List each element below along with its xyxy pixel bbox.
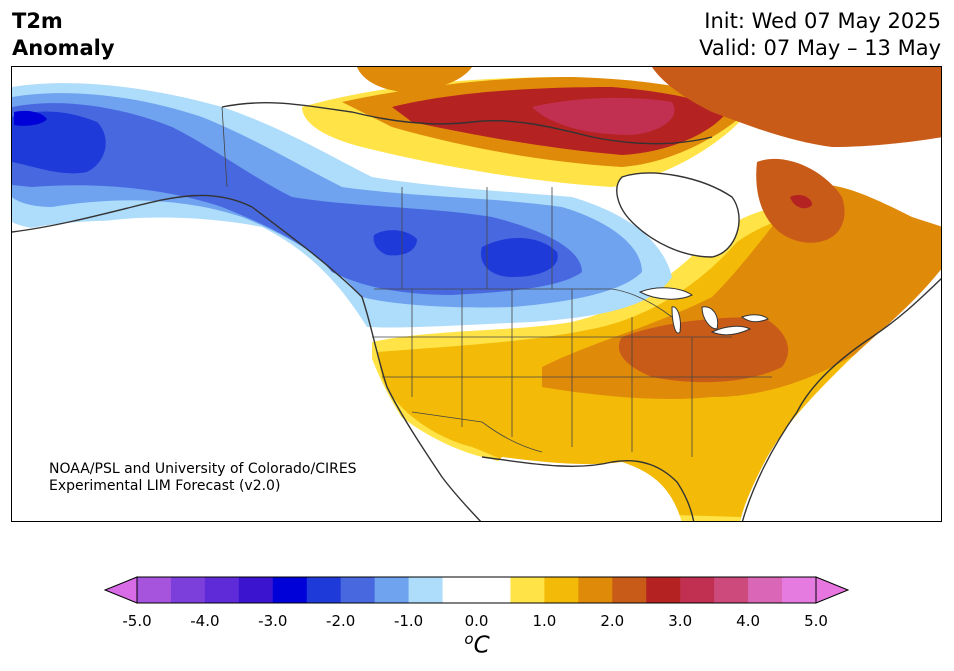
map-svg bbox=[12, 67, 941, 521]
anomaly-map bbox=[11, 66, 942, 522]
cold-anomaly-deep-blue bbox=[14, 110, 47, 126]
colorbar-segment bbox=[782, 577, 817, 603]
warm-anomaly-nw-orange bbox=[357, 67, 472, 92]
colorbar-tick-label: 5.0 bbox=[804, 612, 828, 630]
colorbar-segment bbox=[476, 577, 511, 603]
colorbar-tick-label: -5.0 bbox=[122, 612, 152, 630]
us-canada-border bbox=[374, 288, 673, 318]
colorbar-segment bbox=[170, 577, 206, 603]
lake-erie bbox=[710, 325, 752, 336]
colorbar-tick-label: 3.0 bbox=[668, 612, 693, 630]
colorbar-segment bbox=[646, 577, 681, 603]
colorbar-segment bbox=[714, 577, 749, 603]
lake-superior bbox=[638, 287, 693, 300]
credit-line-2: Experimental LIM Forecast (v2.0) bbox=[49, 478, 281, 494]
lake-ontario bbox=[740, 314, 769, 323]
colorbar-segment bbox=[238, 577, 274, 603]
colorbar-segment bbox=[340, 577, 376, 603]
cold-anomaly-blue-alaska bbox=[12, 111, 106, 174]
credit-line-1: NOAA/PSL and University of Colorado/CIRE… bbox=[49, 461, 357, 477]
unit-letter: C bbox=[473, 632, 490, 659]
warm-anomaly-greenland-orange bbox=[652, 67, 941, 147]
political-borders bbox=[221, 106, 772, 457]
coastline-arctic bbox=[221, 102, 713, 145]
colorbar-segment bbox=[510, 577, 545, 603]
colorbar-tick-label: -3.0 bbox=[258, 612, 288, 630]
coastline-west bbox=[12, 194, 482, 521]
coastline-hudson bbox=[616, 172, 740, 258]
data-credit: NOAA/PSL and University of Colorado/CIRE… bbox=[49, 461, 357, 495]
colorbar-border bbox=[136, 576, 817, 604]
colorbar bbox=[103, 576, 850, 604]
great-lakes bbox=[638, 287, 769, 336]
degree-symbol: o bbox=[464, 630, 474, 648]
hudson-bay bbox=[616, 173, 740, 257]
coastlines bbox=[12, 102, 941, 521]
colorbar-under-arrow bbox=[103, 576, 138, 604]
colorbar-tick-label: -4.0 bbox=[190, 612, 220, 630]
warm-anomaly-arctic-pink bbox=[532, 97, 675, 135]
colorbar-segment bbox=[442, 577, 477, 603]
unit-label: oC bbox=[464, 630, 489, 659]
atlantic-ocean bbox=[740, 269, 941, 521]
coastline-gulf bbox=[481, 456, 695, 521]
colorbar-segment bbox=[612, 577, 647, 603]
cold-anomaly-mid-blue bbox=[12, 103, 582, 295]
colorbar-tick-label: -1.0 bbox=[393, 612, 424, 630]
colorbar-segment bbox=[578, 577, 613, 603]
valid-range: Valid: 07 May – 13 May bbox=[699, 36, 941, 60]
colorbar-segment bbox=[306, 577, 342, 603]
colorbar-segment bbox=[544, 577, 579, 603]
colorbar-segment bbox=[680, 577, 715, 603]
colorbar-tick-label: 0.0 bbox=[464, 612, 489, 630]
alaska-border bbox=[221, 106, 228, 188]
forecast-dates: Init: Wed 07 May 2025 Valid: 07 May – 13… bbox=[699, 8, 941, 62]
title-line-2: Anomaly bbox=[12, 36, 115, 60]
colorbar-tick-label: 4.0 bbox=[736, 612, 761, 630]
warm-anomaly-dark-red-ne bbox=[790, 194, 812, 209]
coastline-east bbox=[741, 277, 941, 521]
us-mexico-border bbox=[411, 411, 543, 453]
colorbar-segment bbox=[748, 577, 783, 603]
map-title: T2m Anomaly bbox=[12, 8, 115, 62]
lake-huron bbox=[701, 306, 719, 330]
gulf-of-mexico bbox=[486, 457, 682, 521]
colorbar-tick-label: 2.0 bbox=[600, 612, 625, 630]
colorbar-segment bbox=[374, 577, 410, 603]
cold-anomaly-blue-rockies bbox=[373, 230, 417, 256]
title-line-1: T2m bbox=[12, 9, 63, 33]
colorbar-tick-label: 1.0 bbox=[532, 612, 557, 630]
pacific-ocean bbox=[12, 220, 461, 521]
colorbar-segment bbox=[137, 577, 172, 603]
colorbar-tick-label: -2.0 bbox=[326, 612, 356, 630]
colorbar-segment bbox=[272, 577, 308, 603]
lake-michigan bbox=[671, 306, 681, 334]
init-date: Init: Wed 07 May 2025 bbox=[704, 9, 941, 33]
cold-anomaly-blue-prairie bbox=[481, 237, 558, 277]
colorbar-over-arrow bbox=[815, 576, 850, 604]
colorbar-segment bbox=[204, 577, 240, 603]
warm-anomaly-red-orange bbox=[618, 317, 789, 383]
colorbar-segment bbox=[408, 577, 444, 603]
